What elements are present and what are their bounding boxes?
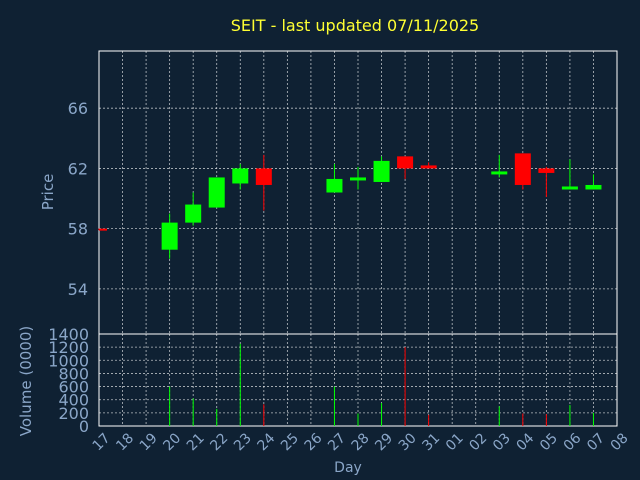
candle-body-up xyxy=(585,184,602,190)
volume-tick-label: 1200 xyxy=(48,338,89,357)
candle-body-up xyxy=(326,178,343,193)
volume-tick-label: 400 xyxy=(58,391,89,410)
price-tick-label: 58 xyxy=(68,220,88,239)
day-tick-label: 18 xyxy=(113,430,137,454)
candle-body-down xyxy=(420,165,437,169)
day-tick-label: 04 xyxy=(514,430,538,454)
candle-body-up xyxy=(185,204,202,223)
candle-body-down xyxy=(397,156,414,169)
candle-body-down xyxy=(99,228,107,231)
day-tick-label: 06 xyxy=(561,430,585,454)
price-panel: 54 58 62 66 xyxy=(68,50,618,335)
day-tick-label: 25 xyxy=(278,430,302,454)
chart-title: SEIT - last updated 07/11/2025 xyxy=(231,16,479,35)
candle-body-up xyxy=(161,222,178,250)
day-tick-label: 24 xyxy=(255,430,279,454)
candle-body-up xyxy=(232,168,249,184)
price-tick-label: 66 xyxy=(68,99,88,118)
volume-tick-label: 200 xyxy=(58,404,89,423)
volume-tick-label: 1000 xyxy=(48,351,89,370)
candle-body-up xyxy=(373,160,390,182)
volume-tick-label: 0 xyxy=(79,417,89,436)
day-tick-label: 28 xyxy=(349,430,373,454)
day-tick-label: 30 xyxy=(396,430,420,454)
day-tick-label: 21 xyxy=(184,430,208,454)
price-tick-label: 62 xyxy=(68,159,88,178)
day-tick-label: 02 xyxy=(466,430,490,454)
day-tick-label: 23 xyxy=(231,430,255,454)
day-tick-label: 20 xyxy=(160,430,184,454)
candle-body-down xyxy=(538,168,555,173)
day-tick-label: 08 xyxy=(608,430,632,454)
day-tick-label: 05 xyxy=(537,430,561,454)
volume-tick-label: 600 xyxy=(58,378,89,397)
day-tick-label: 19 xyxy=(137,430,161,454)
candle-body-up xyxy=(350,177,366,181)
candle-body-up xyxy=(208,177,225,208)
candle-body-down xyxy=(255,168,272,185)
day-tick-label: 26 xyxy=(302,430,326,454)
candle-body-down xyxy=(514,153,531,185)
candle-body-up xyxy=(561,186,578,190)
volume-axis-label: Volume (0000) xyxy=(17,326,35,436)
day-tick-label: 22 xyxy=(207,430,231,454)
x-axis-label: Day xyxy=(334,460,362,476)
day-tick-label: 07 xyxy=(584,430,608,454)
day-tick-label: 01 xyxy=(443,430,467,454)
price-tick-label: 54 xyxy=(68,280,88,299)
day-tick-label: 17 xyxy=(90,430,114,454)
candle-body-up xyxy=(491,171,508,175)
volume-tick-label: 1400 xyxy=(48,325,89,344)
volume-tick-label: 800 xyxy=(58,364,89,383)
day-tick-label: 03 xyxy=(490,430,514,454)
price-axis-label: Price xyxy=(39,174,57,211)
day-tick-label: 29 xyxy=(372,430,396,454)
day-tick-label: 31 xyxy=(419,430,443,454)
day-tick-label: 27 xyxy=(325,430,349,454)
